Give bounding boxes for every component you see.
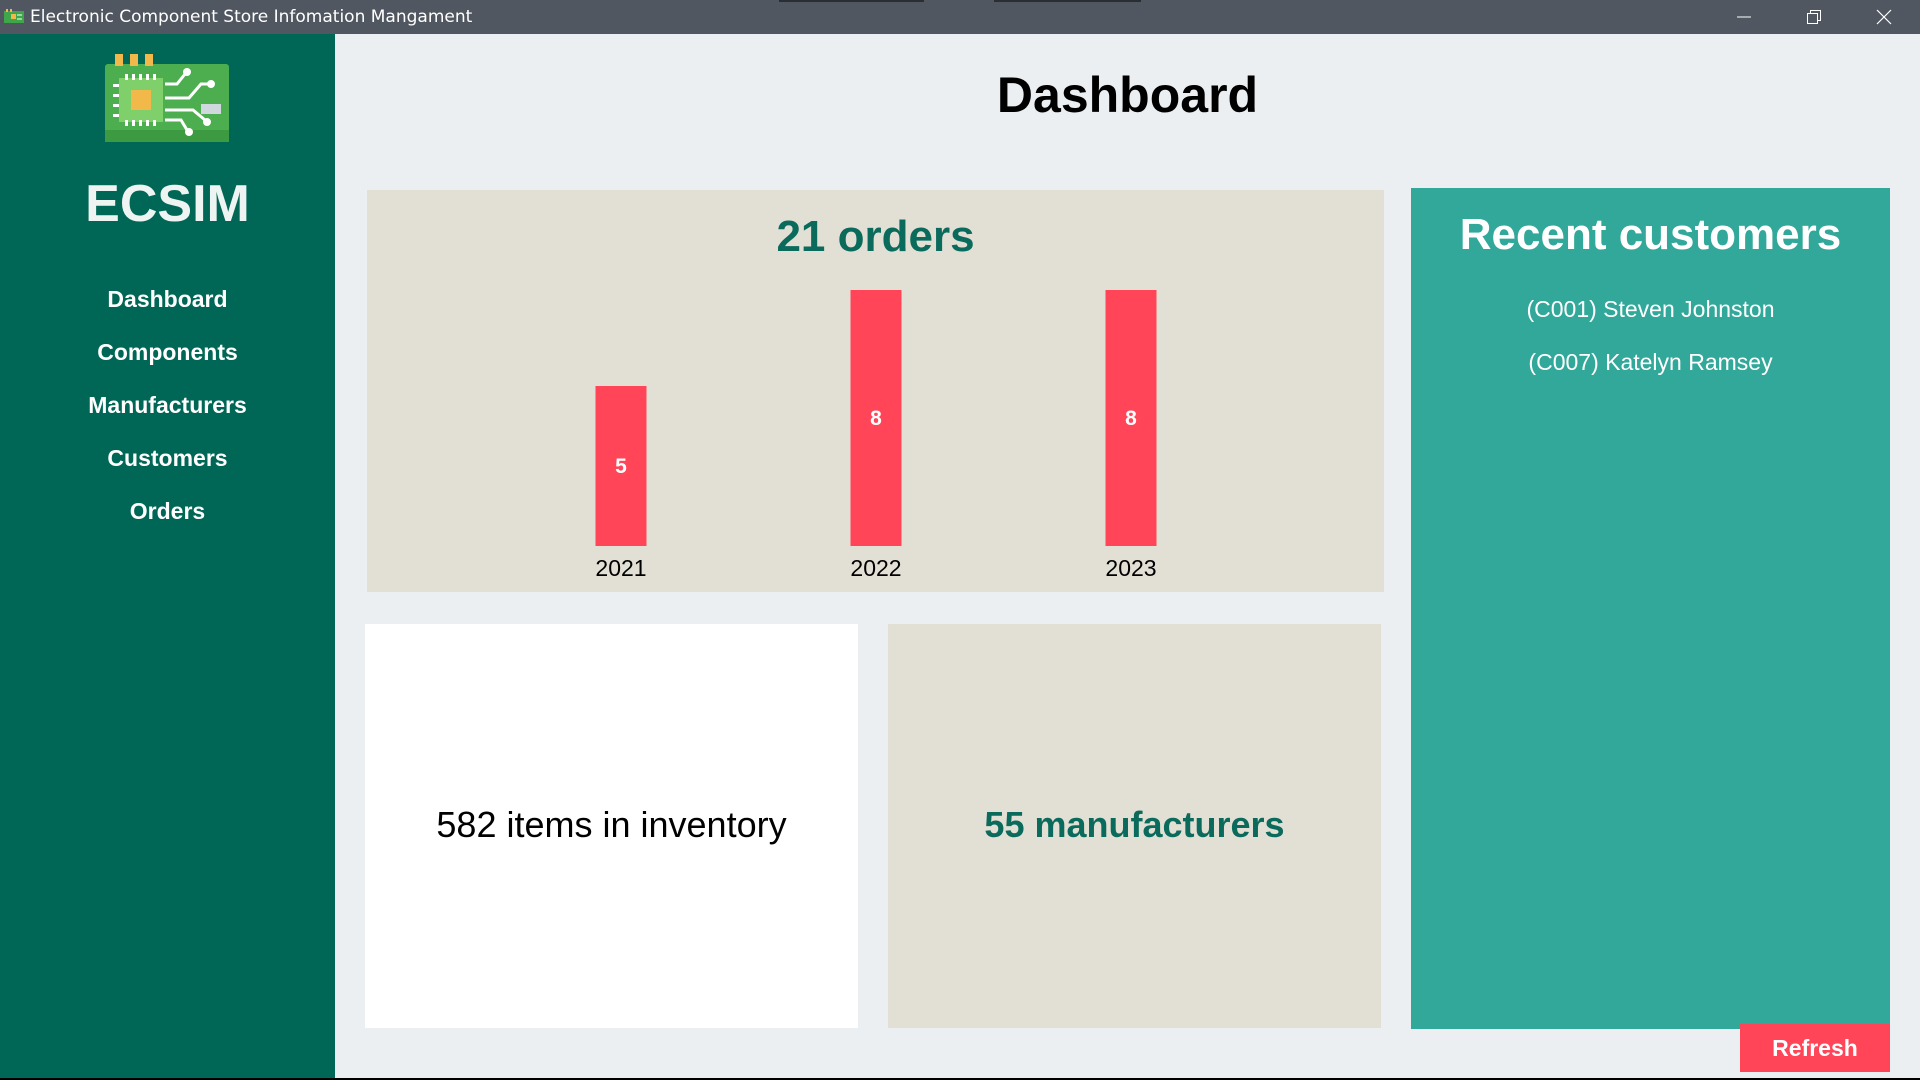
orders-card: 21 orders 5 2021 8 2022 8 2023 bbox=[367, 190, 1384, 592]
close-button[interactable] bbox=[1850, 0, 1918, 34]
circuit-board-icon bbox=[105, 54, 229, 142]
recent-customers-card: Recent customers (C001) Steven Johnston … bbox=[1411, 188, 1890, 1029]
customer-item[interactable]: (C007) Katelyn Ramsey bbox=[1528, 349, 1773, 375]
category-label: 2023 bbox=[1105, 555, 1156, 581]
restore-button[interactable] bbox=[1780, 0, 1848, 34]
customer-item[interactable]: (C001) Steven Johnston bbox=[1526, 296, 1775, 322]
sidebar-item-components[interactable]: Components bbox=[97, 339, 238, 365]
close-icon bbox=[1876, 9, 1892, 25]
bar-value-label: 5 bbox=[615, 455, 627, 478]
manufacturers-count: 55 manufacturers bbox=[984, 804, 1285, 845]
orders-title: 21 orders bbox=[776, 212, 975, 261]
app-icon bbox=[4, 9, 24, 23]
sidebar-item-dashboard[interactable]: Dashboard bbox=[107, 286, 228, 312]
sidebar-item-orders[interactable]: Orders bbox=[129, 498, 206, 524]
page-title: Dashboard bbox=[996, 67, 1259, 123]
main-content: Dashboard 21 orders 5 2021 8 2022 8 2023 582 … bbox=[335, 34, 1920, 1078]
brand-title: ECSIM bbox=[85, 175, 250, 233]
minimize-icon bbox=[1737, 16, 1751, 18]
orders-bar-chart: 5 2021 8 2022 8 2023 bbox=[595, 290, 1157, 581]
bar-value-label: 8 bbox=[870, 407, 882, 430]
window-title: Electronic Component Store Infomation Ma… bbox=[30, 7, 473, 27]
restore-icon bbox=[1807, 10, 1821, 24]
titlebar-tab-marker bbox=[779, 0, 924, 2]
sidebar-item-manufacturers[interactable]: Manufacturers bbox=[88, 392, 247, 418]
title-bar: Electronic Component Store Infomation Ma… bbox=[0, 0, 1920, 34]
sidebar: ECSIM Dashboard Components Manufacturers… bbox=[0, 34, 335, 1078]
bar-2022 bbox=[850, 290, 902, 546]
sidebar-item-customers[interactable]: Customers bbox=[107, 445, 228, 471]
titlebar-tab-marker bbox=[994, 0, 1141, 2]
inventory-card: 582 items in inventory bbox=[365, 624, 858, 1028]
manufacturers-card: 55 manufacturers bbox=[888, 624, 1381, 1028]
bar-2023 bbox=[1105, 290, 1157, 546]
bar-value-label: 8 bbox=[1125, 407, 1137, 430]
category-label: 2022 bbox=[850, 555, 901, 581]
inventory-count: 582 items in inventory bbox=[436, 804, 787, 845]
refresh-button[interactable]: Refresh bbox=[1740, 1024, 1890, 1072]
minimize-button[interactable] bbox=[1710, 0, 1778, 34]
recent-customers-title: Recent customers bbox=[1459, 210, 1842, 259]
bar-2021 bbox=[595, 386, 647, 546]
category-label: 2021 bbox=[595, 555, 646, 581]
